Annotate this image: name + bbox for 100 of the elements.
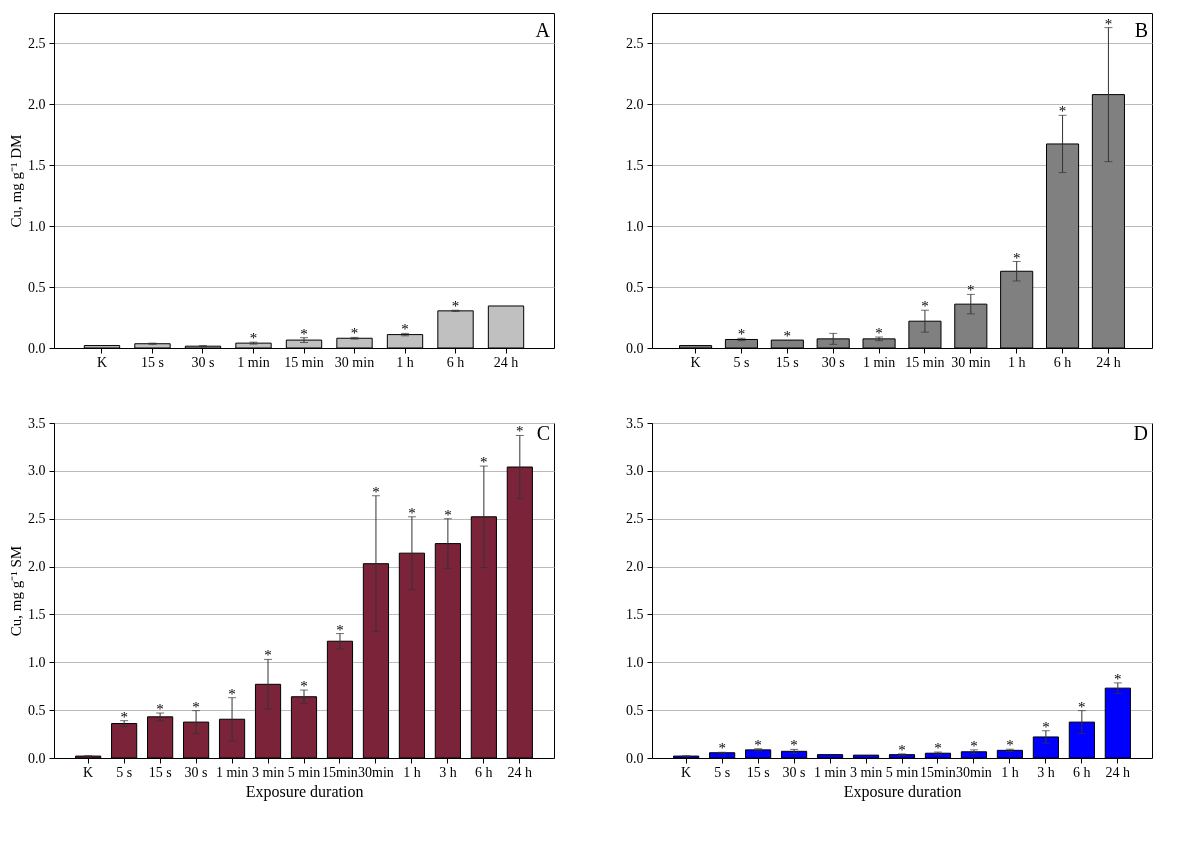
y-tick-label: 2.0: [28, 559, 46, 575]
y-tick-label: 3.5: [28, 415, 46, 431]
annotation: *: [1078, 698, 1086, 715]
x-tick-label: 6 h: [1053, 354, 1072, 370]
x-tick-label: 3 h: [1037, 764, 1055, 780]
y-tick-label: 0.0: [28, 750, 46, 766]
y-tick-label: 2.5: [626, 35, 644, 51]
chart-title: A: [535, 19, 551, 41]
x-tick-label: 24 h: [493, 354, 519, 370]
y-tick-label: 2.0: [626, 559, 644, 575]
annotation: *: [737, 326, 746, 343]
x-tick-label: 15 min: [905, 354, 945, 370]
x-tick-label: 30 s: [191, 354, 215, 370]
x-tick-label: 1 h: [1001, 764, 1019, 780]
y-tick-label: 0.5: [626, 702, 644, 718]
chart-title: C: [536, 422, 550, 444]
x-tick-label: K: [690, 354, 701, 370]
annotation: *: [921, 298, 929, 315]
annotation: *: [480, 454, 488, 471]
y-tick-label: 0.5: [626, 279, 644, 295]
y-tick-label: 1.5: [626, 606, 644, 622]
annotation: *: [228, 685, 236, 702]
x-tick-label: 5 s: [714, 764, 731, 780]
y-tick-label: 1.0: [28, 654, 46, 670]
y-tick-label: 1.0: [626, 218, 644, 234]
annotation: *: [970, 737, 978, 754]
annotation: *: [1114, 670, 1122, 687]
x-tick-label: K: [96, 354, 108, 370]
x-tick-label: 24 h: [507, 764, 533, 780]
annotation: *: [790, 737, 798, 754]
annotation: *: [264, 647, 272, 664]
annotation: *: [249, 330, 258, 347]
y-tick-label: 1.0: [626, 654, 644, 670]
y-tick-label: 2.5: [626, 511, 644, 527]
x-tick-label: 5 s: [116, 764, 133, 780]
y-tick-label: 1.5: [28, 606, 46, 622]
y-axis-title: Cu, mg g⁻¹ SM: [8, 545, 24, 637]
x-tick-label: 5 min: [885, 764, 919, 780]
x-tick-label: 1 h: [1007, 354, 1026, 370]
x-tick-label: K: [83, 764, 94, 780]
annotation: *: [1012, 249, 1021, 266]
x-tick-label: 6 h: [475, 764, 493, 780]
annotation: *: [350, 325, 359, 342]
y-tick-label: 0.0: [626, 750, 644, 766]
x-tick-label: 6 h: [1073, 764, 1091, 780]
x-tick-label: 15 s: [141, 354, 164, 370]
x-tick-label: 30 s: [184, 764, 208, 780]
x-tick-label: 3 min: [251, 764, 285, 780]
annotation: *: [875, 325, 883, 342]
x-tick-label: 5 min: [287, 764, 321, 780]
annotation: *: [444, 506, 452, 523]
x-tick-label: 1 min: [237, 354, 270, 370]
annotation: *: [451, 298, 460, 315]
x-axis-title: Exposure duration: [245, 782, 364, 801]
x-tick-label: 24 h: [1105, 764, 1131, 780]
annotation: *: [967, 282, 975, 299]
x-tick-label: 1 h: [396, 354, 414, 370]
x-tick-label: 15min: [322, 764, 358, 780]
annotation: *: [1006, 737, 1014, 754]
annotation: *: [336, 621, 344, 638]
annotation: *: [934, 740, 942, 757]
annotation: *: [401, 321, 409, 338]
x-tick-label: 30 min: [334, 354, 375, 370]
x-tick-label: 15min: [920, 764, 956, 780]
x-tick-label: 30 min: [951, 354, 991, 370]
x-tick-label: 24 h: [1096, 354, 1121, 370]
chart-title: B: [1134, 19, 1148, 41]
x-tick-label: 15 s: [148, 764, 172, 780]
annotation: *: [192, 698, 200, 715]
annotation: *: [898, 741, 906, 758]
annotation: *: [754, 736, 762, 753]
x-tick-label: 1 min: [813, 764, 847, 780]
x-tick-label: 6 h: [446, 354, 465, 370]
chart-title: D: [1133, 422, 1148, 444]
annotation: *: [300, 325, 308, 342]
annotation: *: [1104, 15, 1113, 32]
x-tick-label: 3 min: [849, 764, 883, 780]
y-tick-label: 0.0: [626, 340, 644, 356]
y-tick-label: 2.0: [28, 96, 46, 112]
y-tick-label: 0.5: [28, 279, 46, 295]
x-tick-label: 30min: [358, 764, 394, 780]
annotation: *: [372, 483, 380, 500]
y-tick-label: 2.0: [626, 96, 644, 112]
x-tick-label: 15 s: [775, 354, 799, 370]
y-tick-label: 0.0: [28, 340, 46, 356]
y-tick-label: 3.0: [626, 463, 644, 479]
annotation: *: [718, 740, 726, 757]
y-tick-label: 2.5: [28, 35, 46, 51]
annotation: *: [120, 708, 128, 725]
annotation: *: [516, 423, 524, 440]
annotation: *: [408, 504, 416, 521]
x-tick-label: 3 h: [439, 764, 457, 780]
y-tick-label: 3.5: [626, 415, 644, 431]
y-tick-label: 1.5: [626, 157, 644, 173]
x-tick-label: 30 s: [782, 764, 806, 780]
y-tick-label: 1.5: [28, 157, 46, 173]
x-tick-label: 1 h: [403, 764, 421, 780]
y-axis-title: Cu, mg g⁻¹ DM: [8, 134, 24, 228]
annotation: *: [1042, 718, 1050, 735]
annotation: *: [156, 701, 164, 718]
